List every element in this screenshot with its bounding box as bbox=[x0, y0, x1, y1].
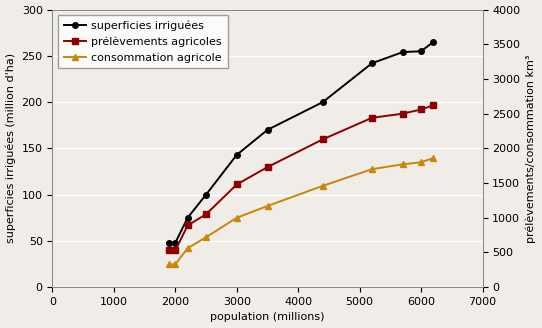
Line: superficies irriguées: superficies irriguées bbox=[166, 39, 436, 246]
Y-axis label: prélèvements/consommation km³: prélèvements/consommation km³ bbox=[526, 54, 537, 243]
consommation agricole bbox=[320, 184, 326, 188]
consommation agricole bbox=[369, 167, 375, 171]
prélèvements agricoles bbox=[172, 248, 179, 252]
consommation agricole bbox=[430, 156, 437, 160]
superficies irriguées bbox=[418, 49, 424, 53]
superficies irriguées bbox=[184, 216, 191, 220]
consommation agricole bbox=[264, 204, 271, 208]
consommation agricole bbox=[172, 262, 179, 266]
superficies irriguées bbox=[203, 193, 209, 196]
prélèvements agricoles bbox=[184, 223, 191, 227]
prélèvements agricoles bbox=[369, 116, 375, 120]
consommation agricole bbox=[234, 216, 240, 220]
prélèvements agricoles bbox=[234, 182, 240, 186]
prélèvements agricoles bbox=[203, 212, 209, 216]
prélèvements agricoles bbox=[166, 248, 172, 252]
consommation agricole bbox=[399, 162, 406, 166]
prélèvements agricoles bbox=[418, 108, 424, 112]
superficies irriguées bbox=[320, 100, 326, 104]
superficies irriguées bbox=[264, 128, 271, 132]
prélèvements agricoles bbox=[430, 103, 437, 107]
superficies irriguées bbox=[166, 241, 172, 245]
Y-axis label: superficies irriguées (million d'ha): superficies irriguées (million d'ha) bbox=[5, 53, 16, 243]
Line: prélèvements agricoles: prélèvements agricoles bbox=[166, 103, 436, 253]
prélèvements agricoles bbox=[399, 112, 406, 116]
Line: consommation agricole: consommation agricole bbox=[166, 155, 436, 267]
prélèvements agricoles bbox=[320, 137, 326, 141]
consommation agricole bbox=[184, 246, 191, 250]
consommation agricole bbox=[203, 235, 209, 239]
prélèvements agricoles bbox=[264, 165, 271, 169]
Legend: superficies irriguées, prélèvements agricoles, consommation agricole: superficies irriguées, prélèvements agri… bbox=[58, 15, 228, 68]
superficies irriguées bbox=[430, 40, 437, 44]
consommation agricole bbox=[166, 262, 172, 266]
consommation agricole bbox=[418, 160, 424, 164]
superficies irriguées bbox=[234, 153, 240, 157]
superficies irriguées bbox=[369, 61, 375, 65]
X-axis label: population (millions): population (millions) bbox=[210, 313, 325, 322]
superficies irriguées bbox=[399, 50, 406, 54]
superficies irriguées bbox=[172, 241, 179, 245]
